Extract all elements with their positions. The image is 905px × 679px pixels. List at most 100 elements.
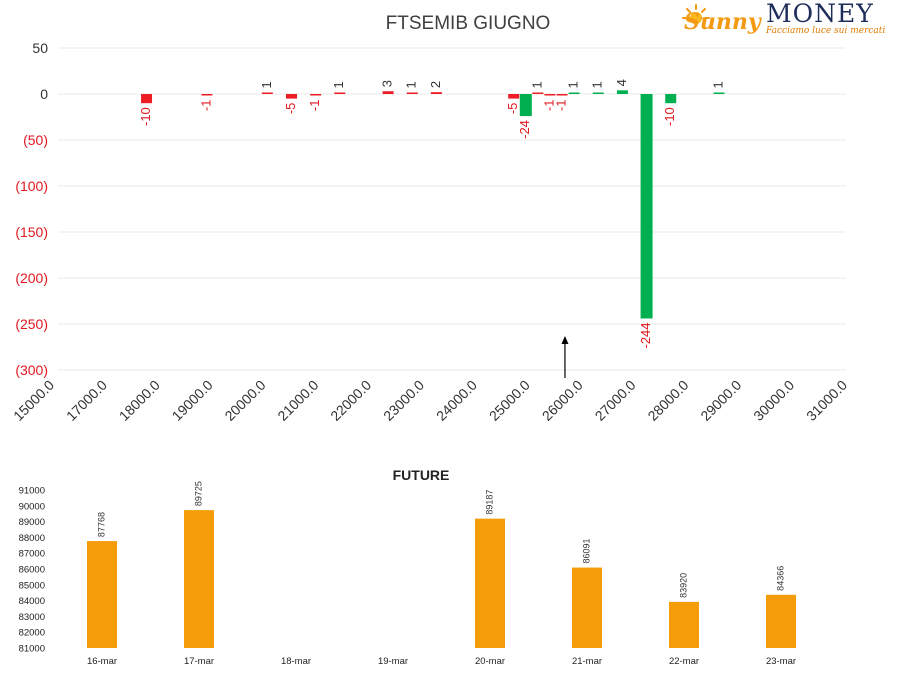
bar <box>665 94 677 104</box>
logo-brand-part1: Sunny <box>684 9 763 35</box>
y-tick-label: (300) <box>15 362 48 378</box>
bar <box>713 92 725 94</box>
y-tick-label: 86000 <box>19 565 45 576</box>
bar <box>310 94 322 96</box>
y-tick-label: 89000 <box>19 517 45 528</box>
x-tick-label: 23-mar <box>766 656 796 667</box>
y-axis: 50 0 (50) (100) (150) (200) (250) (300) <box>15 40 48 378</box>
x-axis: 15000.0 17000.0 18000.0 19000.0 20000.0 21000… <box>10 377 850 424</box>
y-tick-label: 82000 <box>19 628 45 639</box>
y-axis: 81000 82000 83000 84000 85000 86000 87000 88000… <box>19 486 45 655</box>
bar <box>766 594 796 648</box>
x-tick-label: 19-mar <box>378 656 408 667</box>
bar <box>544 94 556 96</box>
y-tick-label: 88000 <box>19 533 45 544</box>
x-tick-label: 27000.0 <box>592 377 639 424</box>
x-tick-label: 29000.0 <box>697 377 744 424</box>
logo-tagline: Facciamo luce sui mercati <box>765 26 885 36</box>
data-label: 86091 <box>581 539 591 564</box>
data-label: -5 <box>283 103 298 115</box>
x-tick-label: 22-mar <box>669 656 699 667</box>
data-label: 1 <box>331 81 346 88</box>
data-label: -10 <box>662 107 677 126</box>
x-tick-label: 18000.0 <box>116 377 163 424</box>
y-tick-label: (250) <box>15 316 48 332</box>
bar <box>592 92 604 94</box>
bar <box>556 94 568 96</box>
bar <box>568 92 580 94</box>
arrow-head-icon <box>561 336 569 344</box>
bar <box>519 94 532 117</box>
x-axis: 16-mar 17-mar 18-mar 19-mar 20-mar 21-mar 22-m… <box>87 656 796 667</box>
data-label: 1 <box>404 81 419 88</box>
data-label: -1 <box>307 100 322 112</box>
data-labels: 87768 89725 89187 86091 83920 84366 <box>96 481 785 598</box>
bar <box>184 510 214 648</box>
bar <box>508 94 520 99</box>
data-label: -1 <box>541 100 556 112</box>
bar <box>201 94 213 96</box>
data-label: 87768 <box>96 512 106 537</box>
data-labels: -10-11-5 -11 3 1 2-51-1-1-241 1 4-244-101 <box>138 79 726 348</box>
y-tick-label: 91000 <box>19 486 45 497</box>
data-label: 3 <box>380 80 395 87</box>
chart-title: FUTURE <box>393 467 450 483</box>
data-label: -1 <box>198 100 213 112</box>
x-tick-label: 25000.0 <box>486 377 533 424</box>
data-label: 89725 <box>193 481 203 506</box>
data-label: 89187 <box>484 490 494 515</box>
x-tick-label: 31000.0 <box>803 377 850 424</box>
gridlines <box>58 47 846 371</box>
y-tick-label: 83000 <box>19 612 45 623</box>
y-tick-label: 90000 <box>19 501 45 512</box>
bars <box>141 90 725 319</box>
bar <box>532 92 544 94</box>
data-label: 1 <box>259 81 274 88</box>
bar <box>261 92 273 94</box>
bar <box>616 90 628 94</box>
x-tick-label: 20-mar <box>475 656 505 667</box>
x-tick-label: 16-mar <box>87 656 117 667</box>
y-tick-label: 84000 <box>19 596 45 607</box>
data-label: 1 <box>590 81 605 88</box>
bar <box>640 94 653 319</box>
ftsemib-giugno-chart: FTSEMIB GIUGNO 50 0 (50) (100) (150) (200) (25… <box>10 13 850 424</box>
y-tick-label: (150) <box>15 224 48 240</box>
bar <box>382 91 394 94</box>
x-tick-label: 24000.0 <box>433 377 480 424</box>
bar <box>572 567 602 648</box>
bar <box>406 92 418 94</box>
bar <box>334 92 346 94</box>
bar <box>141 94 153 104</box>
x-tick-label: 21-mar <box>572 656 602 667</box>
x-tick-label: 18-mar <box>281 656 311 667</box>
y-tick-label: 81000 <box>19 644 45 655</box>
data-label: -244 <box>638 322 653 348</box>
data-label: -1 <box>553 100 568 112</box>
data-label: 4 <box>614 79 629 86</box>
x-tick-label: 17-mar <box>184 656 214 667</box>
data-label: 1 <box>710 81 725 88</box>
x-tick-label: 28000.0 <box>644 377 691 424</box>
x-tick-label: 22000.0 <box>327 377 374 424</box>
data-label: 2 <box>428 81 443 88</box>
data-label: -10 <box>138 107 153 126</box>
data-label: -24 <box>517 120 532 139</box>
x-tick-label: 26000.0 <box>539 377 586 424</box>
bar <box>285 94 297 99</box>
y-tick-label: 85000 <box>19 580 45 591</box>
bar <box>430 92 442 94</box>
x-tick-label: 15000.0 <box>10 377 57 424</box>
chart-title: FTSEMIB GIUGNO <box>386 13 551 34</box>
y-tick-label: (200) <box>15 270 48 286</box>
bar <box>669 601 699 648</box>
future-chart: FUTURE 81000 82000 83000 84000 85000 86000 870… <box>19 467 796 667</box>
logo-brand-part2: MONEY <box>766 2 874 28</box>
x-tick-label: 30000.0 <box>750 377 797 424</box>
annotations <box>561 336 569 378</box>
y-tick-label: 87000 <box>19 549 45 560</box>
bars <box>87 510 796 648</box>
x-tick-label: 21000.0 <box>274 377 321 424</box>
sun-icon <box>682 4 710 24</box>
data-label: 84366 <box>775 566 785 591</box>
